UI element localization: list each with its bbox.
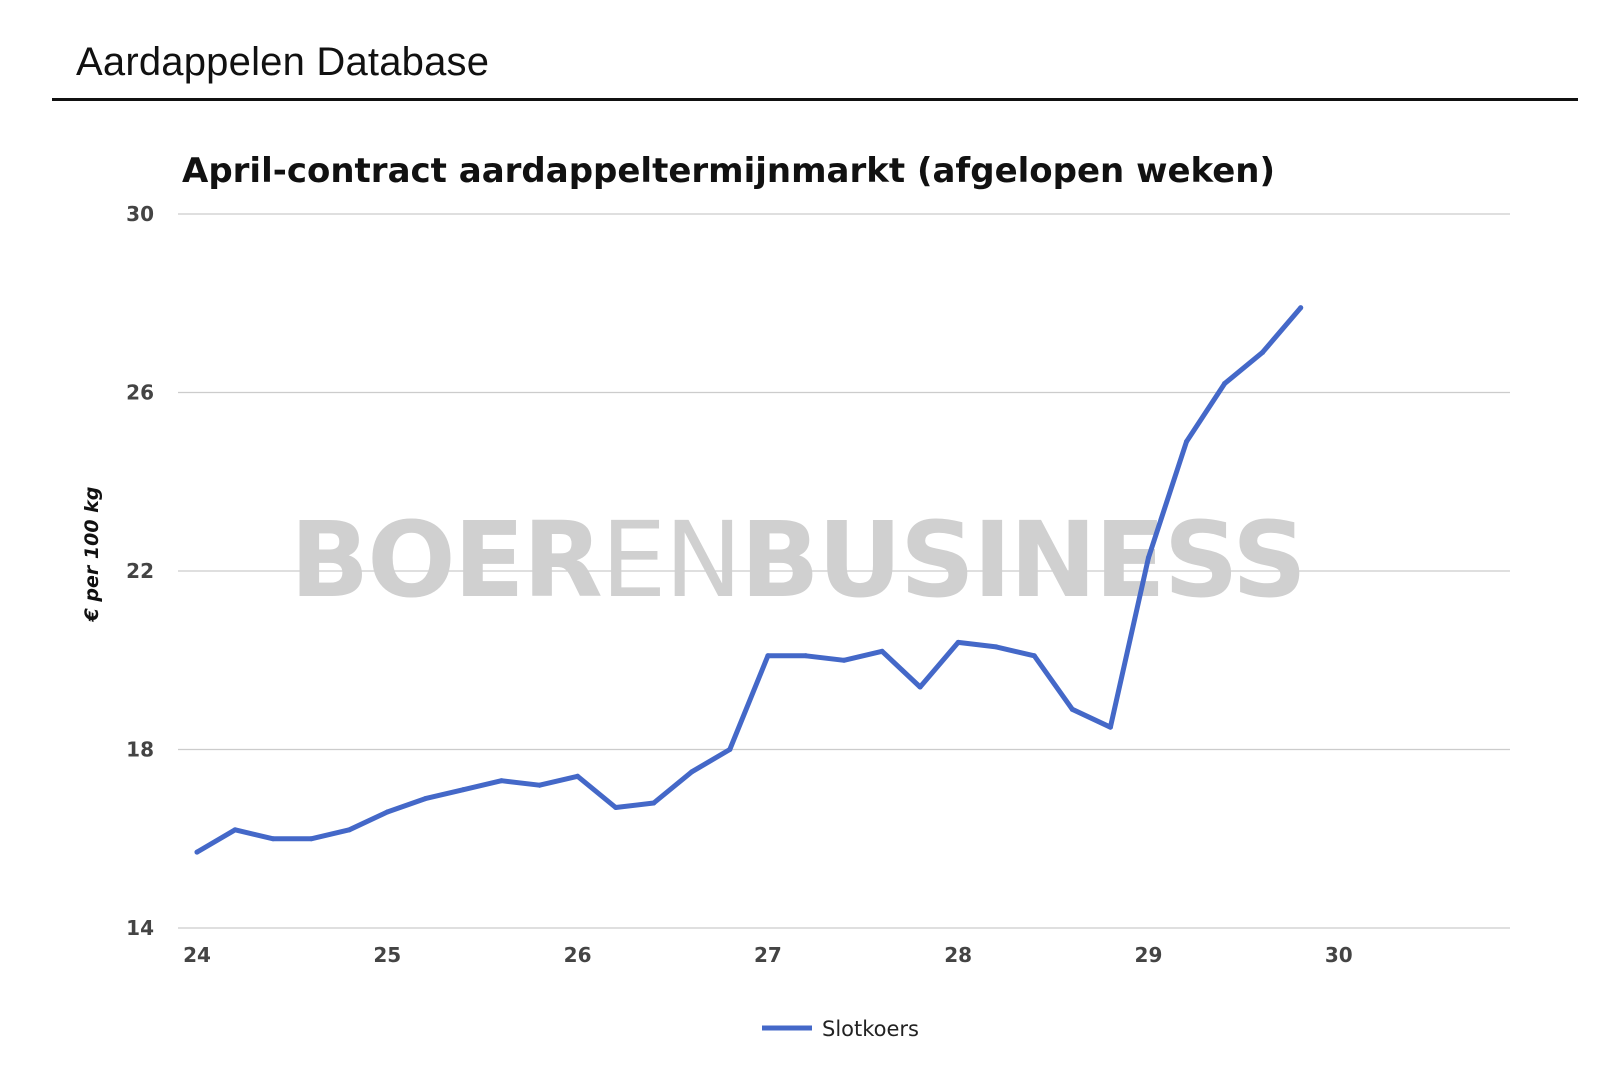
data-point [575,773,581,779]
data-point [194,849,200,855]
y-tick-label: 22 [126,559,154,583]
data-point [613,805,619,811]
watermark-part-bold: BOER [290,499,601,621]
data-point [384,809,390,815]
page-title: Aardappelen Database [76,40,490,84]
data-point [727,747,733,752]
data-point [346,827,352,833]
data-point [651,800,657,806]
x-tick-label: 27 [754,943,782,967]
data-point [879,648,885,654]
data-point [1222,381,1228,387]
gridlines [178,213,1510,929]
x-tick-label: 26 [564,943,592,967]
data-point [422,796,428,802]
data-point [1145,555,1151,561]
watermark-part-light: EN [601,499,741,621]
x-tick-label: 28 [944,943,972,967]
y-tick-label: 14 [126,916,154,940]
data-point [460,787,466,793]
data-point [498,778,504,784]
data-point [232,827,238,833]
data-point [537,782,543,788]
x-tick-label: 24 [183,943,211,967]
legend: Slotkoers [762,1017,919,1041]
data-point [803,653,809,659]
data-point [308,836,314,842]
x-axis-ticks: 24 25 26 27 28 29 30 [183,943,1353,967]
y-axis-label: € per 100 kg [81,487,103,623]
data-point [1069,706,1075,712]
x-tick-label: 25 [373,943,401,967]
series-line-slotkoers [194,305,1304,855]
watermark-logo: BOERENBUSINESS [290,499,1305,621]
y-tick-label: 26 [126,381,154,405]
data-point [689,769,695,775]
chart-title: April-contract aardappeltermijnmarkt (af… [182,151,1275,191]
watermark-part-bold2: BUSINESS [740,499,1305,621]
data-point [1260,349,1266,355]
data-point [1298,305,1304,311]
page-header: Aardappelen Database [52,36,1578,101]
x-tick-label: 29 [1135,943,1163,967]
data-point [765,653,771,659]
data-point [955,639,961,645]
series-layer [194,305,1304,855]
x-tick-label: 30 [1325,943,1353,967]
y-tick-label: 18 [126,738,154,762]
data-point [270,836,276,842]
data-point [1031,653,1037,659]
y-axis-ticks: 14 18 22 26 30 [126,202,154,940]
y-tick-label: 30 [126,202,154,226]
data-point [993,644,999,650]
data-point [1107,724,1113,730]
data-point [1184,439,1190,445]
data-point [917,684,923,690]
data-point [841,657,847,663]
legend-label-slotkoers: Slotkoers [822,1017,919,1041]
